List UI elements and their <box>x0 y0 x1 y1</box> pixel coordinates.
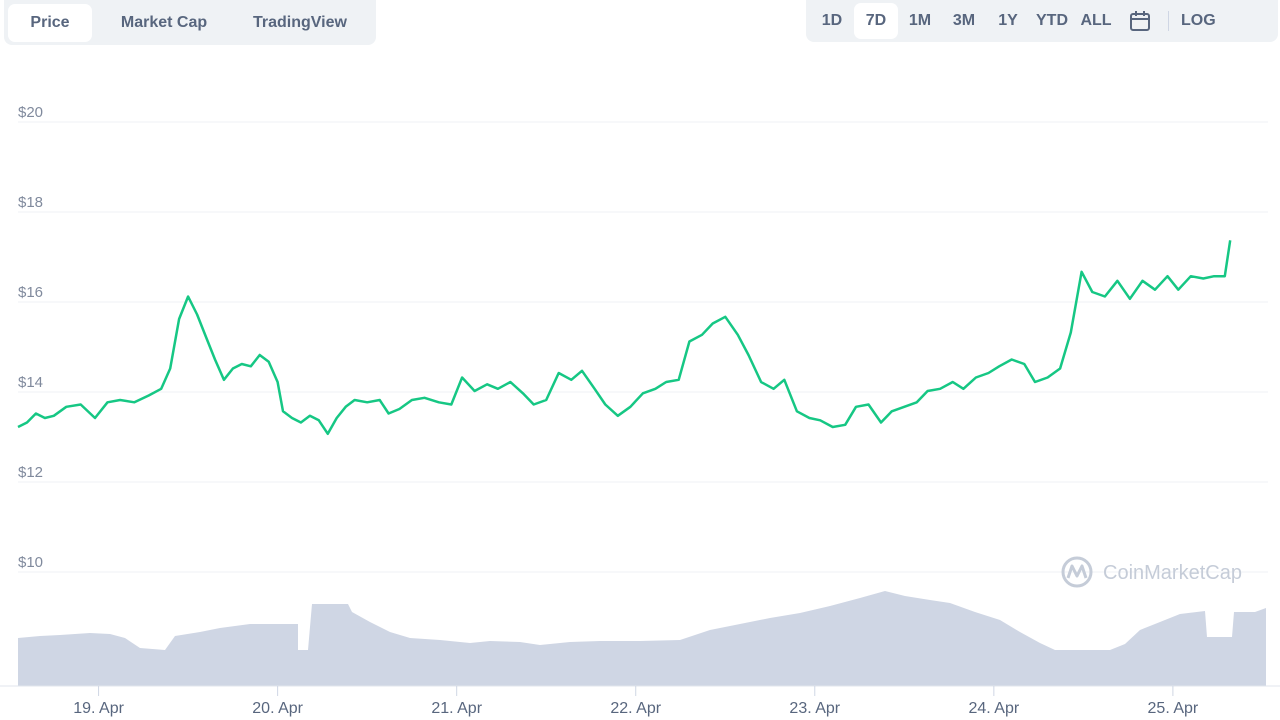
y-tick-label: $18 <box>18 194 43 211</box>
x-tick-label: 24. Apr <box>968 700 1019 717</box>
x-tick-label: 23. Apr <box>789 700 840 717</box>
tab-tradingview[interactable]: TradingView <box>253 13 347 31</box>
range-1m-button[interactable]: 1M <box>908 12 932 29</box>
time-range-selector: 1D 7D 1M 3M 1Y YTD ALL LOG <box>806 0 1278 42</box>
tab-price[interactable]: Price <box>8 3 92 42</box>
price-line <box>17 240 1232 436</box>
chart-type-tabs: Price Market Cap TradingView <box>4 0 376 45</box>
range-7d-button[interactable]: 7D <box>854 3 898 39</box>
y-tick-label: $16 <box>18 284 43 301</box>
coinmarketcap-logo-icon <box>1061 556 1093 588</box>
x-tick-label: 21. Apr <box>431 700 482 717</box>
volume-area-group <box>18 591 1266 686</box>
y-tick-label: $20 <box>18 104 43 121</box>
grid-lines <box>18 121 1268 573</box>
x-tick-label: 25. Apr <box>1148 700 1199 717</box>
y-tick-label: $12 <box>18 464 43 481</box>
x-axis-labels: 19. Apr 20. Apr 21. Apr 22. Apr 23. Apr 24. A… <box>73 686 1199 717</box>
y-tick-label: $10 <box>18 554 43 571</box>
tab-market-cap[interactable]: Market Cap <box>120 13 208 31</box>
range-all-button[interactable]: ALL <box>1080 12 1112 29</box>
watermark-text: CoinMarketCap <box>1103 562 1242 584</box>
x-tick-label: 22. Apr <box>610 700 661 717</box>
range-1y-button[interactable]: 1Y <box>998 12 1018 29</box>
range-ytd-button[interactable]: YTD <box>1036 12 1068 29</box>
y-axis-labels: $10 $12 $14 $16 $18 $20 <box>18 104 43 571</box>
volume-area <box>18 591 1266 686</box>
x-tick-label: 19. Apr <box>73 700 124 717</box>
watermark: CoinMarketCap <box>1061 556 1242 588</box>
y-tick-label: $14 <box>18 374 43 391</box>
range-1d-button[interactable]: 1D <box>821 12 843 29</box>
calendar-button[interactable] <box>1118 3 1162 39</box>
log-scale-button[interactable]: LOG <box>1181 12 1216 29</box>
range-divider <box>1168 11 1169 31</box>
range-3m-button[interactable]: 3M <box>952 12 976 29</box>
x-tick-label: 20. Apr <box>252 700 303 717</box>
calendar-icon <box>1130 11 1150 31</box>
